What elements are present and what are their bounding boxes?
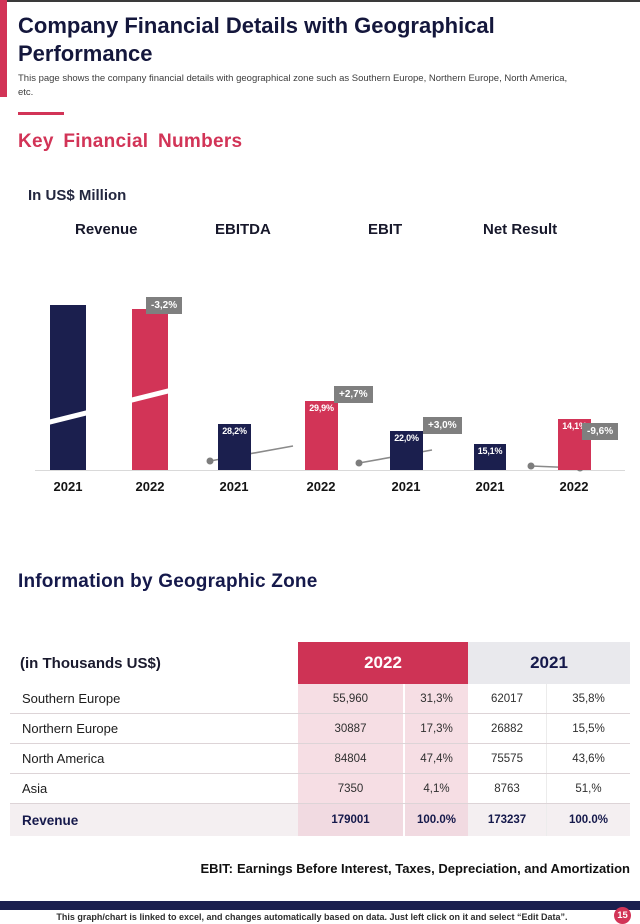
page-subtitle: This page shows the company financial de…	[18, 73, 568, 99]
x-tick-net-result-2022: 2022	[559, 479, 589, 494]
change-label-net-result: -9,6%	[582, 423, 619, 440]
cell-2022-value: 179001	[298, 804, 403, 836]
cell-2022-pct: 100.0%	[403, 804, 468, 836]
bottom-navy-bar	[0, 901, 640, 910]
cell-2021-value: 8763	[468, 774, 546, 803]
bar-revenue-2022	[127, 309, 173, 470]
axis-break-slash	[45, 409, 91, 426]
cell-2022-value: 7350	[298, 774, 403, 803]
section-heading-geographic-zone: Information by Geographic Zone	[18, 571, 318, 592]
top-edge-line	[0, 0, 640, 2]
bar-value-label: 14,1%	[562, 421, 587, 431]
x-tick-revenue-2021: 2021	[53, 479, 83, 494]
cell-2022-pct: 17,3%	[403, 714, 468, 743]
section-heading-key-financial-numbers: Key Financial Numbers	[18, 131, 243, 152]
cell-2021-value: 75575	[468, 744, 546, 773]
cell-2022-pct: 31,3%	[403, 684, 468, 713]
cell-2021-pct: 100.0%	[546, 804, 630, 836]
table-corner-header: (in Thousands US$)	[10, 642, 298, 684]
chart-category-net-result: Net Result	[483, 221, 558, 238]
cell-2021-value: 26882	[468, 714, 546, 743]
ebit-definition: Earnings Before Interest, Taxes, Depreci…	[237, 861, 630, 876]
cell-2021-value: 62017	[468, 684, 546, 713]
row-label: Asia	[10, 774, 298, 803]
ebit-definition-note: EBIT: Earnings Before Interest, Taxes, De…	[0, 861, 630, 876]
axis-break-slash	[127, 387, 173, 404]
chart-category-ebit: EBIT	[368, 221, 403, 238]
cell-2021-pct: 43,6%	[546, 744, 630, 773]
bar-value-label: 28,2%	[222, 426, 247, 436]
cell-2021-pct: 15,5%	[546, 714, 630, 743]
page-number-badge: 15	[614, 907, 631, 924]
x-tick-revenue-2022: 2022	[135, 479, 165, 494]
cell-2021-value: 173237	[468, 804, 546, 836]
accent-bar	[0, 0, 7, 97]
chart-category-revenue: Revenue	[75, 221, 138, 238]
accent-underline	[18, 112, 64, 115]
table-row-northern-europe: Northern Europe 30887 17,3% 26882 15,5%	[10, 714, 630, 744]
table-row-north-america: North America 84804 47,4% 75575 43,6%	[10, 744, 630, 774]
cell-2022-pct: 4,1%	[403, 774, 468, 803]
cell-2022-value: 84804	[298, 744, 403, 773]
table-header-row: (in Thousands US$) 2022 2021	[10, 642, 630, 684]
change-label-revenue: -3,2%	[146, 297, 183, 314]
bar-value-label: 29,9%	[309, 403, 334, 413]
edit-data-disclaimer: This graph/chart is linked to excel, and…	[56, 912, 568, 922]
bar-value-label: 22,0%	[394, 433, 419, 443]
change-label-ebit: +3,0%	[423, 417, 462, 434]
table-header-2022: 2022	[298, 642, 468, 684]
table-row-revenue-total: Revenue 179001 100.0% 173237 100.0%	[10, 804, 630, 836]
table-row-asia: Asia 7350 4,1% 8763 51,%	[10, 774, 630, 804]
connector-dot	[206, 457, 214, 465]
bar-net-result-2021: 15,1%	[474, 444, 506, 470]
page-title: Company Financial Details with Geographi…	[18, 13, 495, 66]
row-label: Northern Europe	[10, 714, 298, 743]
row-label: Southern Europe	[10, 684, 298, 713]
chart-units-label: In US$ Million	[28, 187, 127, 204]
bar-ebit-2021: 22,0%	[390, 431, 423, 470]
ebit-term: EBIT:	[200, 861, 234, 876]
table-header-2021: 2021	[468, 642, 630, 684]
x-tick-ebitda-2022: 2022	[306, 479, 336, 494]
table-row-southern-europe: Southern Europe 55,960 31,3% 62017 35,8%	[10, 684, 630, 714]
change-label-ebitda: +2,7%	[334, 386, 373, 403]
cell-2022-pct: 47,4%	[403, 744, 468, 773]
bar-ebitda-2021: 28,2%	[218, 424, 251, 470]
chart-category-ebitda: EBITDA	[215, 221, 271, 238]
x-tick-net-result-2021: 2021	[475, 479, 505, 494]
bar-value-label: 15,1%	[477, 446, 503, 456]
connector-dot	[355, 459, 363, 467]
cell-2021-pct: 35,8%	[546, 684, 630, 713]
geographic-zone-table: (in Thousands US$) 2022 2021 Southern Eu…	[10, 642, 630, 836]
bar-revenue-2021	[45, 305, 91, 470]
x-tick-ebit-2021: 2021	[391, 479, 421, 494]
cell-2022-value: 55,960	[298, 684, 403, 713]
row-label: North America	[10, 744, 298, 773]
cell-2022-value: 30887	[298, 714, 403, 743]
row-label: Revenue	[10, 804, 298, 836]
cell-2021-pct: 51,%	[546, 774, 630, 803]
connector-dot	[527, 462, 535, 470]
bar-ebitda-2022: 29,9%	[305, 401, 338, 470]
x-tick-ebitda-2021: 2021	[219, 479, 249, 494]
